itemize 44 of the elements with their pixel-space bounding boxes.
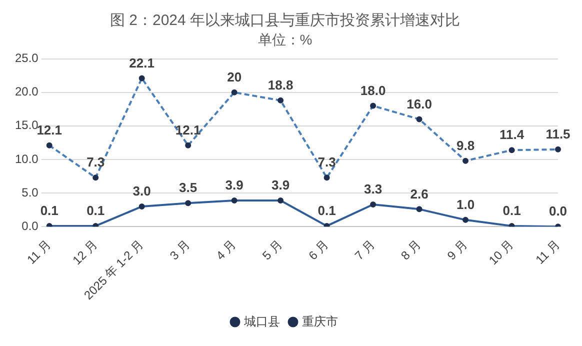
- data-label: 0.1: [40, 203, 58, 218]
- data-label: 11.5: [546, 126, 570, 142]
- x-tick-label: 7 月: [352, 237, 378, 263]
- y-tick-label: 25.0: [14, 51, 39, 66]
- data-label: 0.1: [86, 203, 105, 218]
- data-label: 9.8: [456, 138, 475, 153]
- chart-subtitle: 单位：%: [258, 31, 312, 48]
- x-tick-label: 5 月: [260, 237, 286, 263]
- x-tick-label: 4 月: [213, 237, 239, 263]
- y-tick-label: 15.0: [14, 118, 39, 132]
- data-label: 3.9: [272, 178, 290, 193]
- y-tick-label: 0.0: [22, 218, 39, 233]
- data-label: 3.9: [225, 178, 244, 193]
- data-label: 22.1: [129, 55, 154, 70]
- data-label: 2.6: [410, 186, 428, 202]
- y-tick-label: 10.0: [14, 152, 39, 166]
- data-label: 11.4: [499, 127, 525, 142]
- x-tick-label: 10 月: [486, 237, 516, 268]
- x-tick-label: 9 月: [444, 237, 470, 263]
- chart-title: 图 2：2024 年以来城口县与重庆市投资累计增速对比: [110, 12, 460, 30]
- y-tick-label: 20.0: [14, 84, 39, 99]
- data-label: 3.0: [132, 184, 151, 199]
- data-label: 7.3: [86, 154, 105, 170]
- y-tick-label: 5.0: [22, 185, 39, 200]
- data-label: 0.1: [502, 203, 521, 218]
- legend-label: 重庆市: [302, 314, 338, 328]
- data-label: 3.5: [179, 180, 198, 196]
- data-label: 12.1: [36, 122, 62, 138]
- data-label: 7.3: [318, 154, 336, 170]
- data-label: 3.3: [364, 182, 382, 197]
- data-label: 1.0: [456, 197, 475, 212]
- x-tick-label: 12 月: [70, 237, 100, 268]
- x-tick-label: 3 月: [167, 237, 193, 263]
- legend-label: 城口县: [243, 314, 280, 328]
- data-label: 0.0: [548, 204, 568, 219]
- x-tick-label: 11 月: [24, 237, 54, 267]
- x-tick-label: 11 月: [532, 237, 562, 267]
- data-label: 18.0: [360, 82, 386, 98]
- x-tick-label: 6 月: [306, 237, 332, 263]
- data-label: 0.1: [318, 203, 336, 218]
- data-label: 16.0: [406, 96, 432, 112]
- data-label: 20: [227, 69, 242, 84]
- data-label: 18.8: [268, 78, 294, 92]
- x-tick-label: 8 月: [398, 237, 424, 263]
